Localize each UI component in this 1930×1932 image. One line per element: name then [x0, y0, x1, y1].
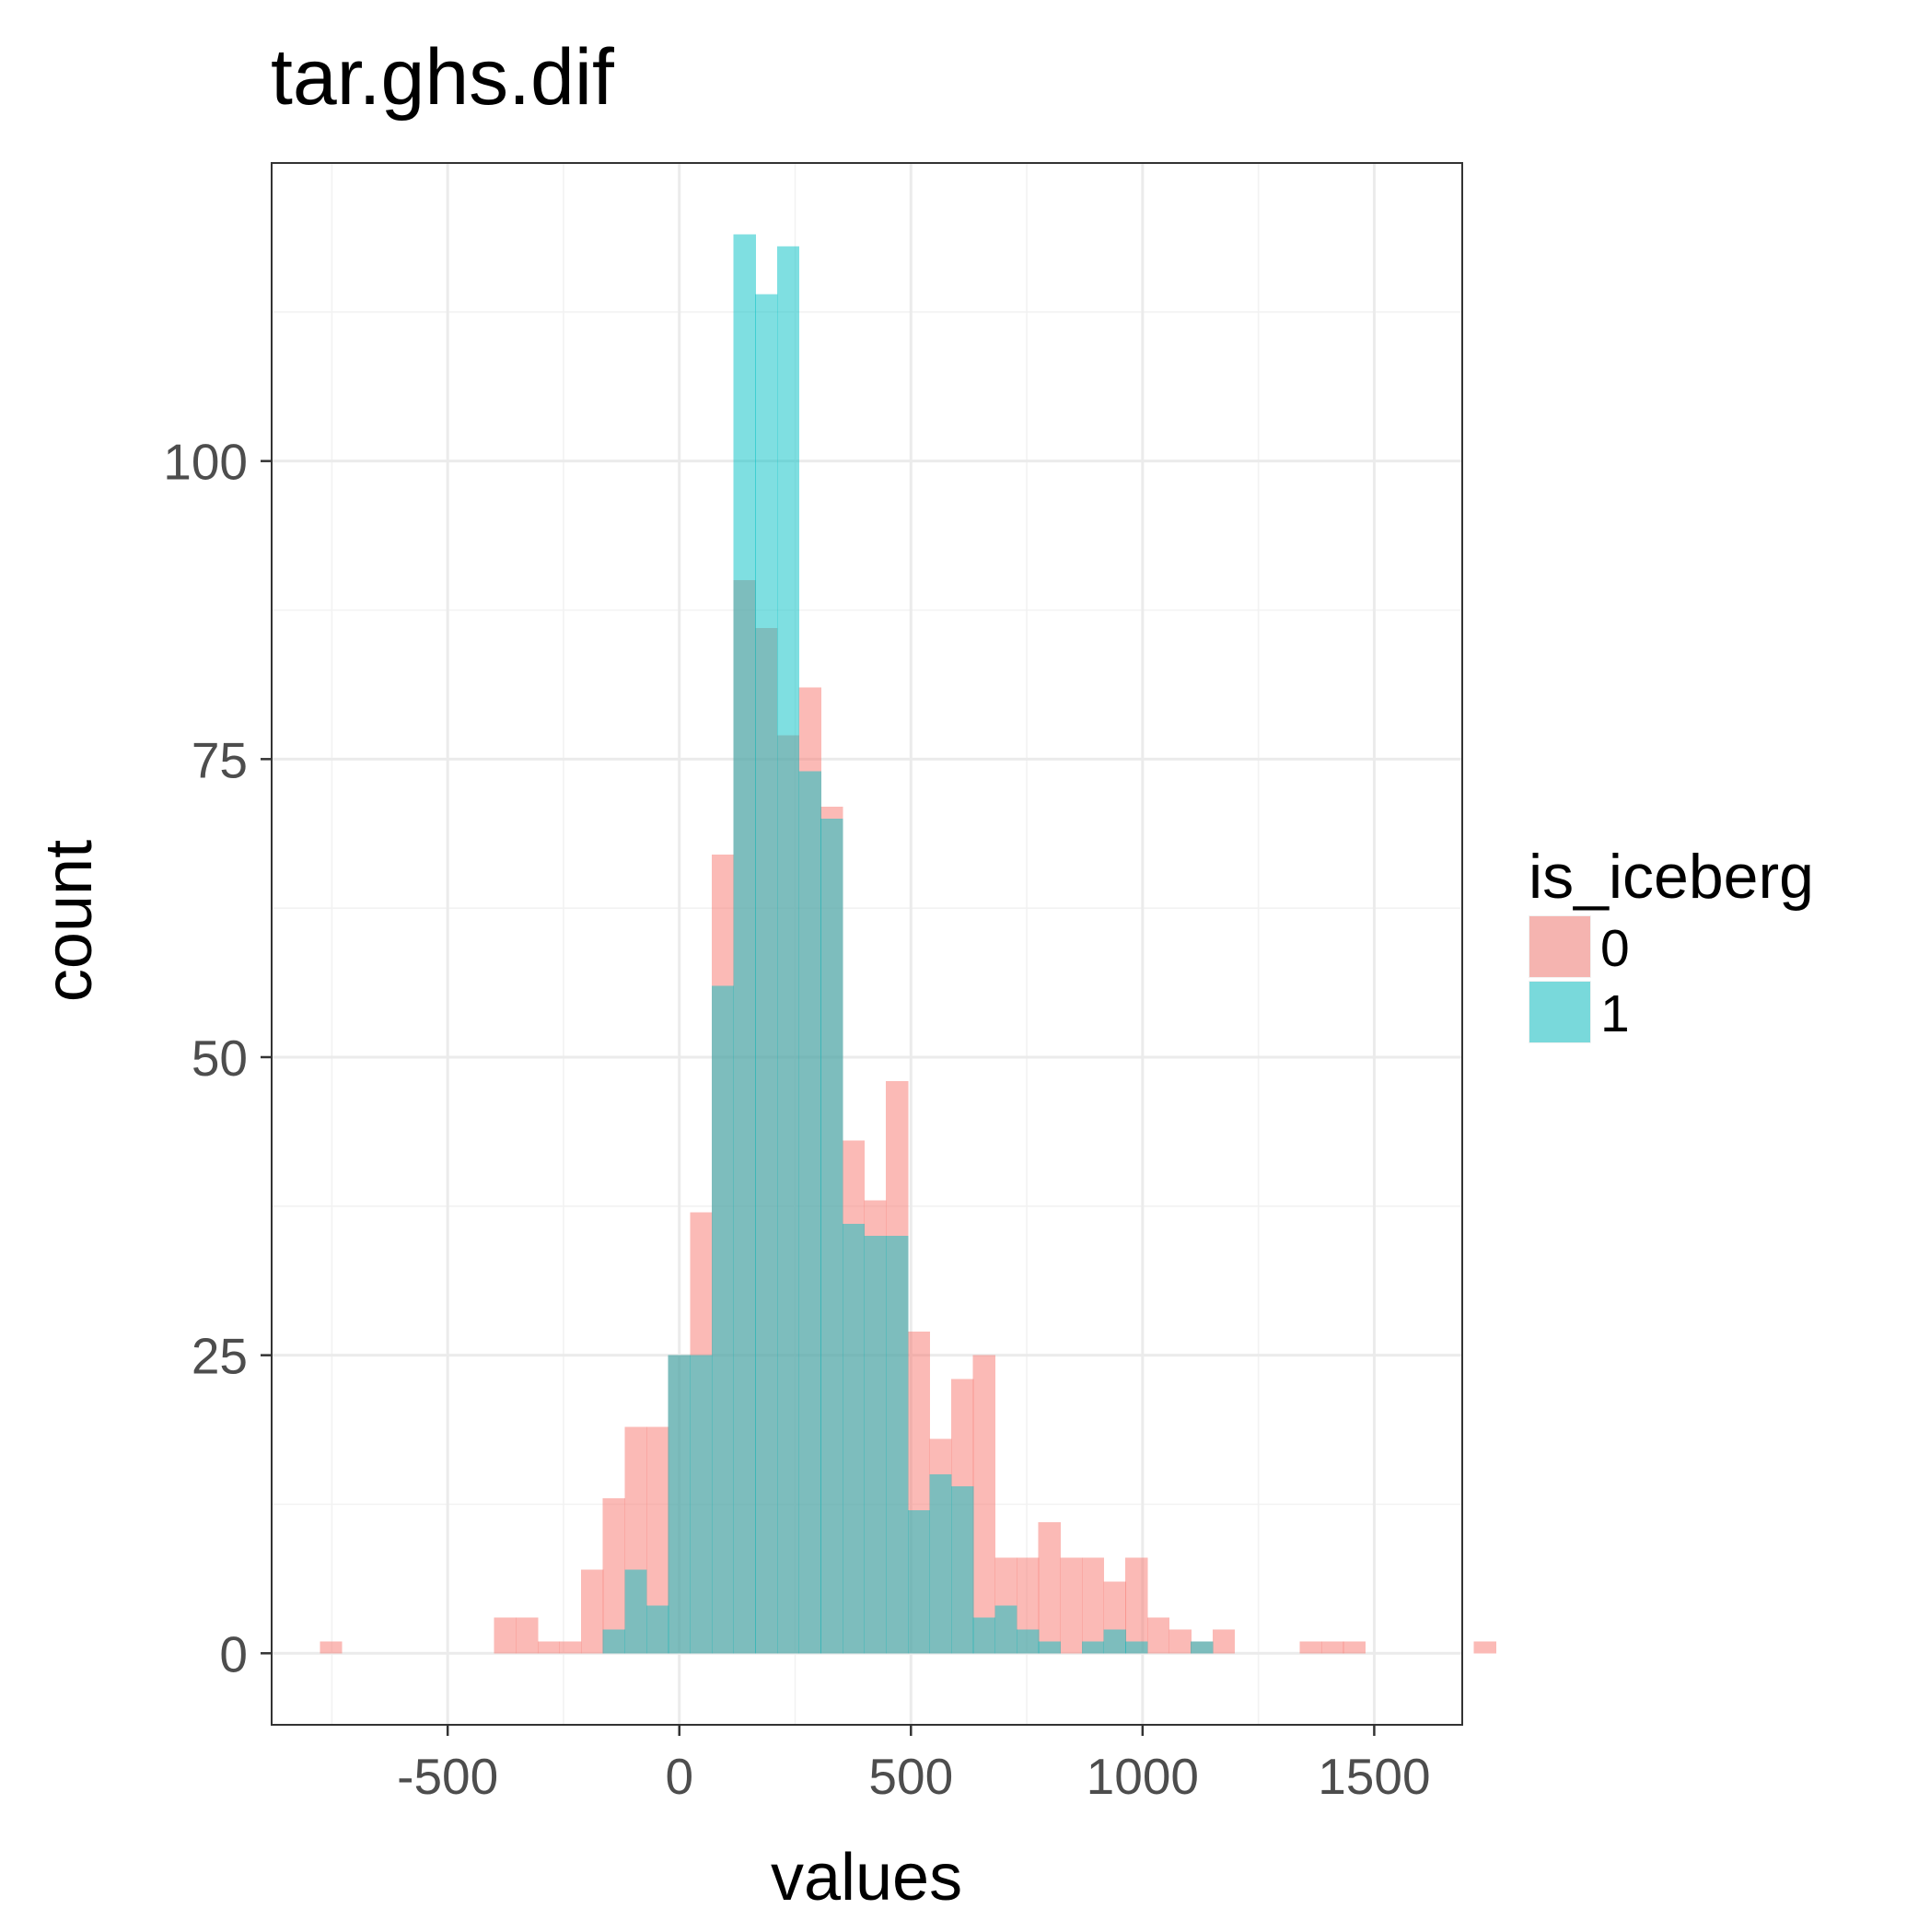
- y-axis-ticks: 0 25 50 75 100: [163, 434, 272, 1682]
- histogram-bar: [1017, 1629, 1040, 1654]
- legend-label-0: 0: [1600, 919, 1630, 978]
- histogram-bar: [1038, 1521, 1061, 1654]
- plot-panel: [271, 162, 1496, 1726]
- histogram-bar: [972, 1617, 995, 1654]
- histogram-bar: [929, 1474, 952, 1654]
- histogram-bar: [798, 771, 821, 1654]
- histogram-bar: [1081, 1557, 1105, 1654]
- x-axis-ticks: -500 0 500 1000 1500: [397, 1725, 1431, 1805]
- x-tick-label: 1500: [1318, 1748, 1430, 1805]
- x-axis-title: values: [771, 1841, 962, 1915]
- legend-key-0: [1529, 916, 1590, 977]
- series-1-bars: [602, 234, 1214, 1654]
- histogram-bar: [951, 1486, 974, 1654]
- legend-title: is_iceberg: [1529, 842, 1814, 912]
- y-tick-label: 50: [192, 1030, 248, 1087]
- histogram-bar: [1103, 1629, 1126, 1654]
- histogram-bar: [886, 1236, 909, 1654]
- histogram-bar: [1212, 1629, 1236, 1654]
- histogram-bar: [1081, 1641, 1105, 1654]
- histogram-bar: [516, 1617, 539, 1654]
- histogram-bar: [1343, 1641, 1366, 1654]
- histogram-bar: [1146, 1617, 1170, 1654]
- histogram-bar: [842, 1224, 866, 1654]
- x-tick-label: -500: [397, 1748, 498, 1805]
- histogram-bar: [646, 1605, 669, 1654]
- histogram-bar: [1299, 1641, 1322, 1654]
- histogram-bar: [1038, 1641, 1061, 1654]
- histogram-bar: [624, 1569, 647, 1654]
- histogram-bar: [668, 1355, 691, 1654]
- chart-title: tar.ghs.dif: [271, 33, 615, 122]
- histogram-bar: [1473, 1641, 1496, 1654]
- x-tick-label: 1000: [1087, 1748, 1199, 1805]
- histogram-bar: [733, 234, 756, 1654]
- y-tick-label: 100: [163, 434, 248, 491]
- histogram-bar: [1321, 1641, 1344, 1654]
- legend-key-1: [1529, 982, 1590, 1042]
- histogram-bar: [1125, 1641, 1148, 1654]
- histogram-bar: [537, 1641, 561, 1654]
- histogram-bar: [755, 294, 778, 1654]
- y-tick-label: 75: [192, 731, 248, 788]
- histogram-bar: [320, 1641, 343, 1654]
- x-tick-label: 0: [665, 1748, 693, 1805]
- histogram-bar: [776, 246, 800, 1654]
- histogram-bar: [559, 1641, 582, 1654]
- legend-label-1: 1: [1600, 984, 1630, 1043]
- histogram-bar: [1060, 1557, 1083, 1654]
- histogram-bar: [690, 1355, 713, 1654]
- histogram-bar: [820, 819, 843, 1654]
- x-tick-label: 500: [868, 1748, 953, 1805]
- histogram-bar: [864, 1236, 887, 1654]
- histogram-bar: [1168, 1629, 1192, 1654]
- histogram-bar: [494, 1617, 517, 1654]
- histogram-bar: [711, 985, 735, 1654]
- y-tick-label: 0: [219, 1625, 248, 1682]
- panel-border: [271, 162, 1463, 1726]
- histogram-bar: [1191, 1641, 1214, 1654]
- y-axis-title: count: [32, 840, 106, 1002]
- histogram-bar: [907, 1509, 931, 1654]
- histogram-bar: [1125, 1557, 1148, 1654]
- histogram-bar: [994, 1605, 1017, 1654]
- y-tick-label: 25: [192, 1328, 248, 1385]
- histogram-bar: [602, 1498, 625, 1654]
- histogram-bar: [972, 1355, 995, 1654]
- legend: is_iceberg 0 1: [1529, 842, 1814, 1043]
- histogram-bar: [581, 1569, 604, 1654]
- histogram-bar: [602, 1629, 625, 1654]
